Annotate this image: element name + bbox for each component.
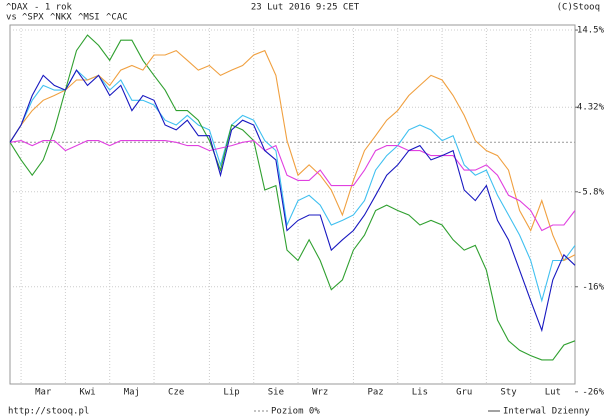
- legend-entry: ^CAC: [106, 13, 128, 23]
- series-line: [9, 69, 576, 303]
- y-tick-label: 4.32%: [577, 103, 605, 113]
- source: http://stooq.pl: [8, 407, 89, 417]
- plot-frame: [9, 24, 576, 385]
- x-tick-label: Wrz: [312, 388, 328, 398]
- y-tick-label: 14.5%: [577, 26, 605, 36]
- series-line: [9, 69, 576, 333]
- compare-label: vs: [6, 13, 17, 23]
- y-tick-label: -26%: [582, 387, 604, 397]
- y-tick-label: -16%: [582, 282, 604, 292]
- period: - 1 rok: [34, 3, 73, 13]
- x-tick-label: Maj: [124, 388, 140, 398]
- x-tick-label: Sty: [500, 388, 517, 398]
- x-tick-label: Mar: [35, 388, 52, 398]
- y-tick-label: -5.8%: [577, 187, 605, 197]
- main-series-name: ^DAX: [6, 3, 28, 13]
- legend-entry: ^SPX: [22, 13, 44, 23]
- zero-line-label: Poziom 0%: [271, 407, 320, 417]
- series-line: [9, 34, 576, 361]
- date: 23 Lut 2016 9:25 CET: [251, 3, 360, 13]
- copyright: (C)Stooq: [557, 3, 600, 13]
- x-tick-label: Gru: [456, 388, 472, 398]
- series-line: [9, 140, 576, 232]
- x-tick-label: Lut: [545, 388, 561, 398]
- x-tick-label: Lip: [223, 388, 239, 398]
- series-line: [9, 49, 576, 262]
- legend-entry: ^NKX: [50, 13, 72, 23]
- x-tick-label: Paz: [367, 388, 383, 398]
- x-tick-label: Cze: [168, 388, 184, 398]
- interval-label: Interwal Dzienny: [503, 407, 590, 417]
- x-tick-label: Lis: [412, 388, 428, 398]
- x-tick-label: Sie: [268, 388, 284, 398]
- x-tick-label: Kwi: [79, 388, 95, 398]
- legend-entry: ^MSI: [78, 13, 100, 23]
